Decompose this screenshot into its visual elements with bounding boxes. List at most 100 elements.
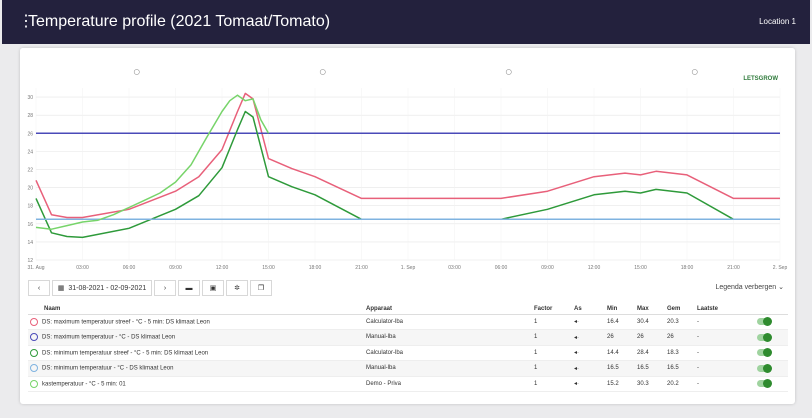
series-name: DS: maximum temperatuur streef - °C - 5 … (42, 319, 210, 326)
legend-table: Naam Apparaat Factor As Min Max Gem Laat… (28, 304, 788, 392)
series-factor[interactable]: 1 (534, 345, 574, 361)
series-line-4 (35, 94, 270, 230)
menu-icon[interactable]: ⋮ (18, 13, 34, 30)
axis-arrow-icon[interactable]: ◂· (574, 360, 607, 377)
sun-marker-icon (505, 69, 512, 75)
col-header-apparaat: Apparaat (366, 304, 534, 315)
series-min: 16.5 (607, 360, 637, 377)
chart-toolbar: ‹ ▦ 31-08-2021 - 02-09-2021 › ▬ ▣ ✲ ❐ Le… (28, 280, 790, 296)
x-tick-label: 21:00 (727, 265, 740, 271)
temperature-chart: 12 14 16 18 20 22 24 26 28 30 31. Aug 03:00 06:00 09:… (20, 48, 795, 276)
series-min: 14.4 (607, 345, 637, 361)
series-factor[interactable]: 1 (534, 329, 574, 346)
calendar-icon: ▦ (57, 285, 65, 292)
prev-period-button[interactable]: ‹ (28, 280, 50, 296)
series-factor[interactable]: 1 (534, 360, 574, 377)
y-tick-label: 12 (27, 258, 33, 264)
series-avg: 18.3 (667, 345, 697, 361)
series-line-2 (35, 110, 734, 239)
series-name: DS: minimum temperatuur streef - °C - 5 … (42, 350, 209, 357)
x-tick-label: 03:00 (448, 265, 461, 271)
series-factor[interactable]: 1 (534, 376, 574, 392)
series-avg: 20.2 (667, 376, 697, 392)
x-tick-label: 09:00 (169, 265, 182, 271)
axis-arrow-icon[interactable]: ◂· (574, 329, 607, 346)
axis-arrow-icon[interactable]: ◂· (574, 314, 607, 330)
next-period-button[interactable]: › (154, 280, 176, 296)
series-device: Calculator-lba (366, 314, 534, 330)
col-header-min: Min (607, 304, 637, 315)
col-header-as: As (574, 304, 607, 315)
x-tick-label: 12:00 (216, 265, 229, 271)
x-tick-label: 12:00 (588, 265, 601, 271)
series-max: 16.5 (637, 360, 667, 377)
table-row[interactable]: DS: maximum temperatuur - °C - DS klimaa… (28, 329, 788, 346)
y-tick-label: 24 (27, 149, 33, 155)
series-min: 15.2 (607, 376, 637, 392)
axis-arrow-icon[interactable]: ◂· (574, 345, 607, 361)
series-device: Calculator-lba (366, 345, 534, 361)
location-label[interactable]: Location 1 (759, 17, 796, 26)
settings-icon[interactable]: ✲ (226, 280, 248, 296)
series-visibility-toggle[interactable] (757, 363, 772, 373)
series-max: 30.4 (637, 314, 667, 330)
series-color-icon (30, 379, 38, 388)
series-visibility-toggle[interactable] (757, 317, 772, 327)
copy-icon[interactable]: ❐ (250, 280, 272, 296)
series-line-0 (35, 92, 780, 219)
series-name: kastemperatuur - °C - 5 min: 01 (42, 381, 126, 388)
x-tick-label: 18:00 (309, 265, 322, 271)
y-tick-label: 20 (27, 186, 33, 192)
y-tick-label: 22 (27, 167, 33, 173)
series-last: - (697, 314, 757, 330)
date-range-button[interactable]: ▦ 31-08-2021 - 02-09-2021 (52, 280, 152, 296)
table-row[interactable]: kastemperatuur - °C - 5 min: 01 Demo - Pr… (28, 376, 788, 392)
image-icon[interactable]: ▣ (202, 280, 224, 296)
series-color-icon (30, 317, 38, 326)
table-row[interactable]: DS: maximum temperatuur streef - °C - 5 … (28, 314, 788, 330)
series-avg: 20.3 (667, 314, 697, 330)
series-last: - (697, 345, 757, 361)
series-device: Manual-lba (366, 360, 534, 377)
x-tick-label: 15:00 (262, 265, 275, 271)
chart-card: 12 14 16 18 20 22 24 26 28 30 31. Aug 03:00 06:00 09:… (20, 48, 795, 404)
series-max: 30.3 (637, 376, 667, 392)
series-last: - (697, 329, 757, 346)
col-header-max: Max (637, 304, 667, 315)
x-tick-label: 15:00 (634, 265, 647, 271)
col-header-laatste: Laatste (697, 304, 757, 315)
series-last: - (697, 376, 757, 392)
letsgrow-logo: LETSGROW (743, 76, 778, 82)
col-header-factor: Factor (534, 304, 574, 315)
legend-toggle[interactable]: Legenda verbergen ⌄ (715, 284, 784, 291)
sun-marker-icon (133, 69, 140, 75)
x-tick-label: 31. Aug (28, 265, 45, 271)
y-tick-label: 28 (27, 113, 33, 119)
chevron-down-icon: ⌄ (778, 284, 784, 291)
series-visibility-toggle[interactable] (757, 348, 772, 358)
series-name: DS: minimum temperatuur - °C - DS klimaa… (42, 365, 174, 372)
comment-icon[interactable]: ▬ (178, 280, 200, 296)
app-header: ⋮ Temperature profile (2021 Tomaat/Tomat… (2, 0, 810, 44)
series-color-icon (30, 364, 38, 373)
table-row[interactable]: DS: minimum temperatuur - °C - DS klimaa… (28, 360, 788, 377)
series-avg: 16.5 (667, 360, 697, 377)
y-tick-label: 30 (27, 95, 33, 101)
series-visibility-toggle[interactable] (757, 379, 772, 389)
y-tick-label: 16 (27, 222, 33, 228)
series-min: 26 (607, 329, 637, 346)
x-tick-label: 06:00 (495, 265, 508, 271)
series-max: 28.4 (637, 345, 667, 361)
x-tick-label: 21:00 (355, 265, 368, 271)
chart-background (20, 48, 795, 276)
axis-arrow-icon[interactable]: ◂· (574, 376, 607, 392)
x-tick-label: 1. Sep (401, 265, 416, 271)
series-visibility-toggle[interactable] (757, 332, 772, 342)
series-factor[interactable]: 1 (534, 314, 574, 330)
x-tick-label: 03:00 (76, 265, 89, 271)
series-device: Manual-lba (366, 329, 534, 346)
table-row[interactable]: DS: minimum temperatuur streef - °C - 5 … (28, 345, 788, 361)
x-tick-label: 09:00 (541, 265, 554, 271)
x-tick-label: 2. Sep (773, 265, 788, 271)
series-last: - (697, 360, 757, 377)
